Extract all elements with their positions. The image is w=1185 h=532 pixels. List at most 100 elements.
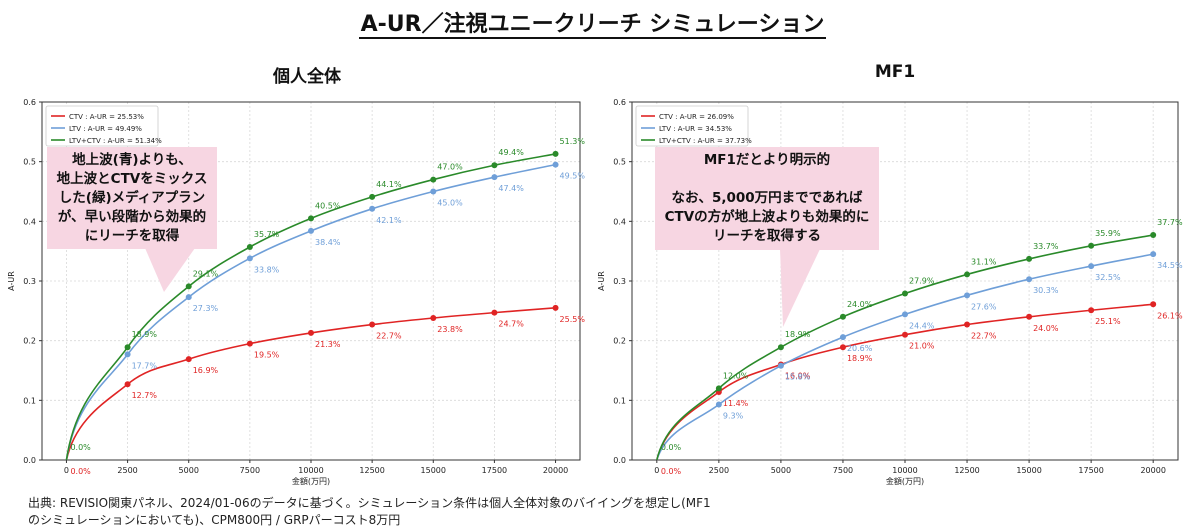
data-label-ctv: 22.7% bbox=[376, 332, 402, 341]
page-title: A-UR／注視ユニークリーチ シミュレーション bbox=[358, 12, 827, 39]
y-tick-label: 0.1 bbox=[613, 396, 626, 405]
point-both bbox=[839, 313, 846, 320]
data-label-both: 37.7% bbox=[1157, 218, 1183, 227]
data-label-ltv: 38.4% bbox=[315, 238, 341, 247]
callout-right: MF1だとより明示的 なお、5,000万円までであれば CTVの方が地上波よりも… bbox=[655, 147, 879, 250]
data-label-ltv: 45.0% bbox=[437, 199, 463, 208]
data-label-ltv: 27.6% bbox=[971, 302, 997, 311]
x-tick-label: 20000 bbox=[1140, 466, 1165, 475]
data-label-ctv: 26.1% bbox=[1157, 311, 1183, 320]
point-ltv bbox=[124, 351, 131, 358]
point-both bbox=[185, 283, 192, 290]
chart-title-right: MF1 bbox=[874, 62, 916, 82]
point-ctv bbox=[839, 344, 846, 351]
x-tick-label: 2500 bbox=[709, 466, 729, 475]
data-label-both: 44.1% bbox=[376, 180, 402, 189]
y-tick-label: 0.5 bbox=[23, 158, 36, 167]
point-ctv bbox=[491, 309, 498, 316]
data-label-ctv: 0.0% bbox=[70, 467, 91, 476]
data-label-both: 27.9% bbox=[909, 277, 935, 286]
x-tick-label: 17500 bbox=[1078, 466, 1103, 475]
data-label-ltv: 30.3% bbox=[1033, 286, 1059, 295]
point-ctv bbox=[964, 321, 971, 328]
x-tick-label: 5000 bbox=[179, 466, 199, 475]
data-label-ltv: 49.5% bbox=[560, 172, 586, 181]
point-ctv bbox=[430, 314, 437, 321]
data-label-both: 51.3% bbox=[560, 137, 586, 146]
data-label-ltv: 9.3% bbox=[723, 412, 744, 421]
data-label-both: 49.4% bbox=[498, 148, 524, 157]
x-tick-label: 12500 bbox=[954, 466, 979, 475]
point-ctv bbox=[1088, 307, 1095, 314]
data-label-ctv: 19.5% bbox=[254, 351, 280, 360]
data-label-both: 18.9% bbox=[785, 330, 811, 339]
x-tick-label: 10000 bbox=[298, 466, 323, 475]
y-tick-label: 0.0 bbox=[613, 456, 626, 465]
point-both bbox=[124, 344, 131, 351]
point-ltv bbox=[491, 174, 498, 181]
point-ltv bbox=[430, 188, 437, 195]
series-line-ctv bbox=[656, 303, 1154, 461]
point-ltv bbox=[715, 401, 722, 408]
point-ltv bbox=[1150, 251, 1157, 258]
footnote-line-1: 出典: REVISIO関東パネル、2024/01-06のデータに基づく。シミュレ… bbox=[28, 496, 711, 510]
x-axis-label: 金額(万円) bbox=[886, 476, 924, 486]
x-tick-label: 7500 bbox=[833, 466, 853, 475]
data-label-ctv: 25.1% bbox=[1095, 317, 1121, 326]
legend: CTV : A-UR = 25.53% LTV : A-UR = 49.49% LT… bbox=[45, 105, 162, 147]
data-label-ctv: 12.7% bbox=[132, 391, 158, 400]
data-label-both: 31.1% bbox=[971, 257, 997, 266]
callout-right-tail bbox=[780, 249, 820, 327]
series-line-ltv bbox=[656, 253, 1154, 461]
y-tick-label: 0.6 bbox=[23, 98, 36, 107]
data-label-both: 0.0% bbox=[70, 443, 91, 452]
chart-title-left: 個人全体 bbox=[273, 67, 341, 87]
series-line-both bbox=[656, 234, 1154, 461]
y-tick-label: 0.1 bbox=[23, 396, 36, 405]
point-ctv bbox=[185, 356, 192, 363]
y-tick-label: 0.2 bbox=[23, 337, 36, 346]
data-label-ctv: 22.7% bbox=[971, 332, 997, 341]
y-axis-label: A-UR bbox=[7, 271, 16, 291]
x-tick-label: 15000 bbox=[421, 466, 446, 475]
point-ctv bbox=[552, 304, 559, 311]
data-label-ltv: 27.3% bbox=[193, 304, 219, 313]
data-label-ctv: 16.0% bbox=[785, 372, 811, 381]
data-label-ctv: 25.5% bbox=[560, 315, 586, 324]
y-tick-label: 0.0 bbox=[23, 456, 36, 465]
data-label-ctv: 21.3% bbox=[315, 340, 341, 349]
data-label-both: 29.1% bbox=[193, 269, 219, 278]
point-ltv bbox=[902, 311, 908, 318]
data-label-ltv: 33.8% bbox=[254, 265, 280, 274]
point-both bbox=[430, 176, 437, 183]
data-label-ltv: 17.7% bbox=[132, 361, 158, 370]
point-both bbox=[1026, 255, 1033, 262]
x-tick-label: 20000 bbox=[543, 466, 568, 475]
data-label-ctv: 24.7% bbox=[498, 320, 524, 329]
x-tick-label: 15000 bbox=[1016, 466, 1041, 475]
point-ltv bbox=[964, 292, 971, 299]
x-tick-label: 2500 bbox=[117, 466, 137, 475]
legend-label-both: LTV+CTV : A-UR = 51.34% bbox=[69, 137, 162, 145]
point-ltv bbox=[777, 362, 784, 369]
data-label-ctv: 18.9% bbox=[847, 354, 873, 363]
data-label-both: 47.0% bbox=[437, 163, 463, 172]
point-ltv bbox=[185, 294, 192, 301]
legend-box bbox=[635, 105, 749, 147]
x-tick-label: 5000 bbox=[771, 466, 791, 475]
point-ltv bbox=[1088, 263, 1095, 270]
legend-label-ctv: CTV : A-UR = 26.09% bbox=[659, 113, 734, 121]
point-both bbox=[491, 162, 498, 169]
point-ltv bbox=[369, 205, 376, 212]
data-label-ltv: 47.4% bbox=[498, 184, 524, 193]
point-ltv bbox=[839, 334, 846, 341]
point-both bbox=[1150, 232, 1157, 239]
data-label-ltv: 34.5% bbox=[1157, 261, 1183, 270]
x-axis-label: 金額(万円) bbox=[292, 476, 330, 486]
data-label-both: 40.5% bbox=[315, 201, 341, 210]
point-ltv bbox=[1026, 276, 1033, 283]
point-both bbox=[552, 150, 559, 157]
x-tick-label: 12500 bbox=[359, 466, 384, 475]
legend-label-ltv: LTV : A-UR = 34.53% bbox=[659, 125, 732, 133]
x-tick-label: 17500 bbox=[482, 466, 507, 475]
